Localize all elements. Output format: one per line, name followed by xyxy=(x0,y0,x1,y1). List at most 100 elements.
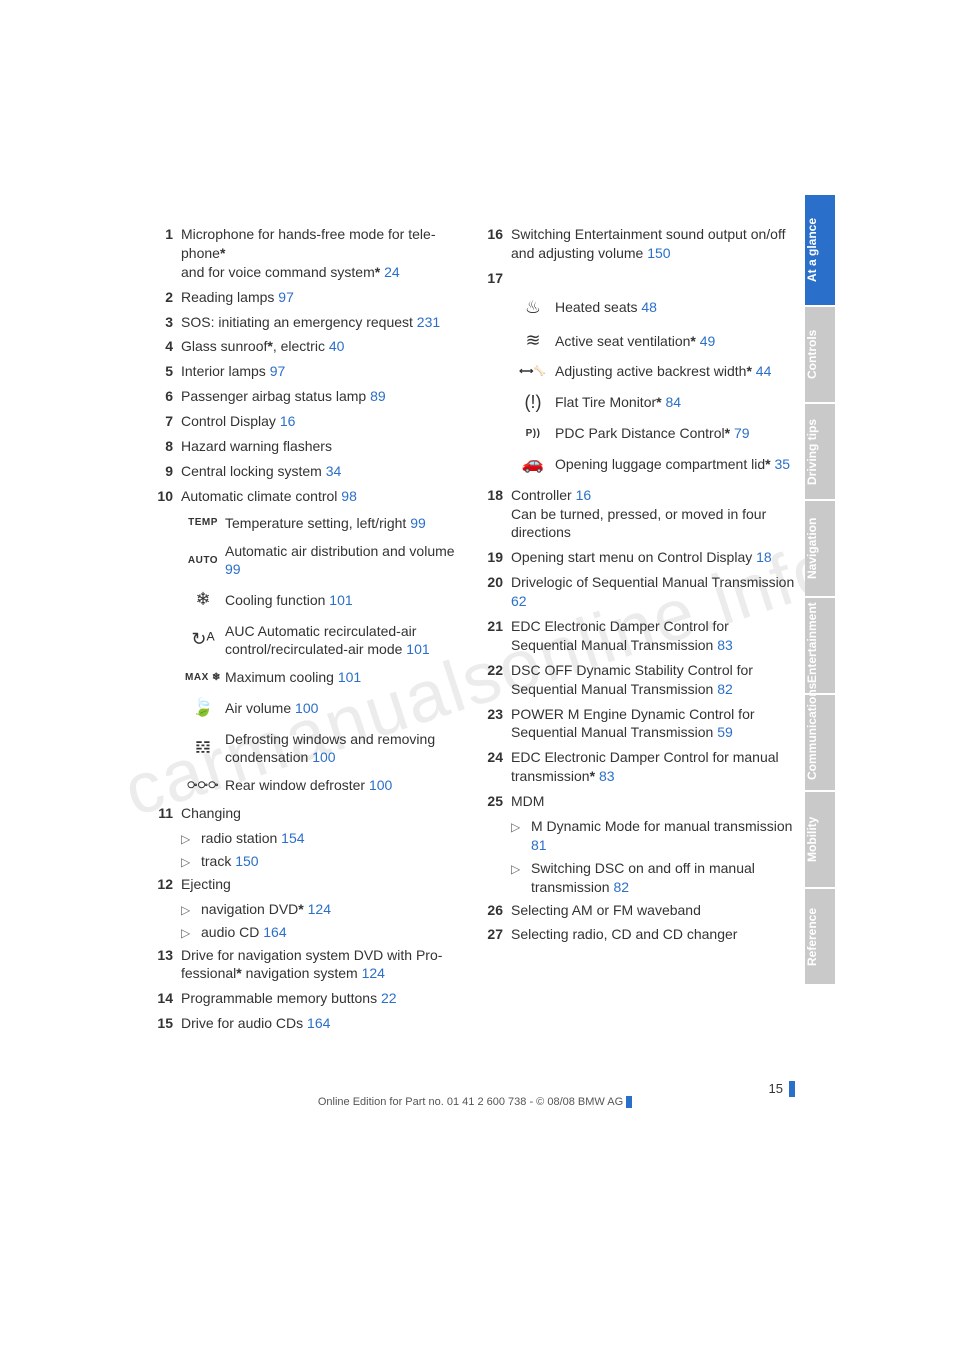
section-tab[interactable]: Reference xyxy=(805,889,835,984)
list-item: 4Glass sunroof*, electric 40 xyxy=(155,337,465,356)
list-item: 25MDM xyxy=(485,792,795,811)
icon-text: AUC Automatic recirculated-air control/r… xyxy=(225,622,465,658)
content-columns: 1Microphone for hands-free mode for tele… xyxy=(155,225,795,1039)
section-tab[interactable]: Controls xyxy=(805,307,835,402)
list-item: 5Interior lamps 97 xyxy=(155,362,465,381)
page-number-marker xyxy=(789,1081,795,1097)
feature-icon: AUTO xyxy=(181,554,225,567)
column-left: 1Microphone for hands-free mode for tele… xyxy=(155,225,465,1039)
icon-row: MAX ❄Maximum cooling 101 xyxy=(181,668,465,686)
icon-row: P))PDC Park Distance Control* 79 xyxy=(511,424,795,442)
icon-text: Active seat ventilation* 49 xyxy=(555,332,795,350)
item-text: Selecting AM or FM waveband xyxy=(511,901,795,920)
list-item: 2Reading lamps 97 xyxy=(155,288,465,307)
sub-item: ▷navigation DVD* 124 xyxy=(181,900,465,919)
feature-icon: (!) xyxy=(511,391,555,414)
feature-icon: MAX ❄ xyxy=(181,671,225,684)
icon-row: ❄Cooling function 101 xyxy=(181,588,465,611)
sub-list: ▷navigation DVD* 124 ▷audio CD 164 xyxy=(181,900,465,942)
side-tabs: At a glanceControlsDriving tipsNavigatio… xyxy=(805,195,835,984)
list-item: 7Control Display 16 xyxy=(155,412,465,431)
icon-text: Automatic air distribution and volume 99 xyxy=(225,542,465,578)
item-number: 20 xyxy=(485,573,511,592)
item-text: POWER M Engine Dynamic Control for Seque… xyxy=(511,705,795,743)
item-text: Interior lamps 97 xyxy=(181,362,465,381)
sub-item-text: M Dynamic Mode for manual transmission 8… xyxy=(531,817,795,855)
page-number-area: 15 xyxy=(155,1080,795,1097)
item-text: EDC Electronic Damper Control for manual… xyxy=(511,748,795,786)
section-tab[interactable]: At a glance xyxy=(805,195,835,305)
feature-icon: ≋ xyxy=(511,329,555,352)
item-text: Drivelogic of Sequential Manual Transmis… xyxy=(511,573,795,611)
icon-row: AUTOAutomatic air distribution and volum… xyxy=(181,542,465,578)
item-text: Changing xyxy=(181,804,465,823)
item-text: Hazard warning flashers xyxy=(181,437,465,456)
list-item: 17 xyxy=(485,269,795,288)
section-tab[interactable]: Entertainment xyxy=(805,598,835,693)
page: 1Microphone for hands-free mode for tele… xyxy=(0,0,960,1358)
section-tab[interactable]: Navigation xyxy=(805,501,835,596)
sub-item-text: radio station 154 xyxy=(201,829,465,848)
list-item: 16Switching Entertainment sound output o… xyxy=(485,225,795,263)
list-item: 15Drive for audio CDs 164 xyxy=(155,1014,465,1033)
item-number: 6 xyxy=(155,387,181,406)
list-item: 3SOS: initiating an emergency request 23… xyxy=(155,313,465,332)
feature-icon: ↻ᴬ xyxy=(181,628,225,651)
item-number: 10 xyxy=(155,487,181,506)
item-number: 4 xyxy=(155,337,181,356)
sub-item: ▷M Dynamic Mode for manual transmission … xyxy=(511,817,795,855)
sub-list: ▷M Dynamic Mode for manual transmission … xyxy=(511,817,795,897)
icon-text: Heated seats 48 xyxy=(555,298,795,316)
list-item: 18Controller 16Can be turned, pressed, o… xyxy=(485,486,795,543)
icon-text: PDC Park Distance Control* 79 xyxy=(555,424,795,442)
icon-text: Maximum cooling 101 xyxy=(225,668,465,686)
item-number: 27 xyxy=(485,925,511,944)
item-text: MDM xyxy=(511,792,795,811)
icon-row: ♨Heated seats 48 xyxy=(511,296,795,319)
item-number: 17 xyxy=(485,269,511,288)
sub-item: ▷audio CD 164 xyxy=(181,923,465,942)
icon-table: TEMPTemperature setting, left/right 99 AU… xyxy=(181,514,465,794)
item-text: Reading lamps 97 xyxy=(181,288,465,307)
sub-item-text: track 150 xyxy=(201,852,465,871)
icon-row: ⧂⧂⧂Rear window defroster 100 xyxy=(181,776,465,794)
icon-row: ↻ᴬAUC Automatic recirculated-air control… xyxy=(181,622,465,658)
item-text: EDC Electronic Damper Control for Sequen… xyxy=(511,617,795,655)
item-number: 14 xyxy=(155,989,181,1008)
section-tab[interactable]: Driving tips xyxy=(805,404,835,499)
item-text: Programmable memory buttons 22 xyxy=(181,989,465,1008)
feature-icon: ⟷🦴 xyxy=(511,365,555,378)
list-item: 9Central locking system 34 xyxy=(155,462,465,481)
item-text: Selecting radio, CD and CD changer xyxy=(511,925,795,944)
icon-row: TEMPTemperature setting, left/right 99 xyxy=(181,514,465,532)
item-text: Drive for navigation system DVD with Pro… xyxy=(181,946,465,984)
item-number: 2 xyxy=(155,288,181,307)
section-tab[interactable]: Communications xyxy=(805,695,835,790)
list-item: 23POWER M Engine Dynamic Control for Seq… xyxy=(485,705,795,743)
item-text: Controller 16Can be turned, pressed, or … xyxy=(511,486,795,543)
feature-icon: P)) xyxy=(511,427,555,440)
sub-item: ▷Switching DSC on and off in manual tran… xyxy=(511,859,795,897)
item-number: 16 xyxy=(485,225,511,244)
item-number: 12 xyxy=(155,875,181,894)
icon-text: Opening luggage compartment lid* 35 xyxy=(555,455,795,473)
sub-item: ▷track 150 xyxy=(181,852,465,871)
list-item: 10Automatic climate control 98 xyxy=(155,487,465,506)
list-item: 19Opening start menu on Control Display … xyxy=(485,548,795,567)
icon-text: Flat Tire Monitor* 84 xyxy=(555,393,795,411)
item-number: 7 xyxy=(155,412,181,431)
list-item: 26Selecting AM or FM waveband xyxy=(485,901,795,920)
item-number: 13 xyxy=(155,946,181,965)
bullet-icon: ▷ xyxy=(181,854,201,870)
icon-row: ⟷🦴Adjusting active backrest width* 44 xyxy=(511,362,795,380)
section-tab[interactable]: Mobility xyxy=(805,792,835,887)
feature-icon: ❄ xyxy=(181,588,225,611)
item-number: 1 xyxy=(155,225,181,244)
item-text: Microphone for hands-free mode for tele­… xyxy=(181,225,465,282)
icon-row: 🍃Air volume 100 xyxy=(181,696,465,719)
item-number: 26 xyxy=(485,901,511,920)
icon-table: ♨Heated seats 48 ≋Active seat ventilation… xyxy=(511,296,795,476)
item-number: 23 xyxy=(485,705,511,724)
item-number: 19 xyxy=(485,548,511,567)
icon-row: (!)Flat Tire Monitor* 84 xyxy=(511,391,795,414)
